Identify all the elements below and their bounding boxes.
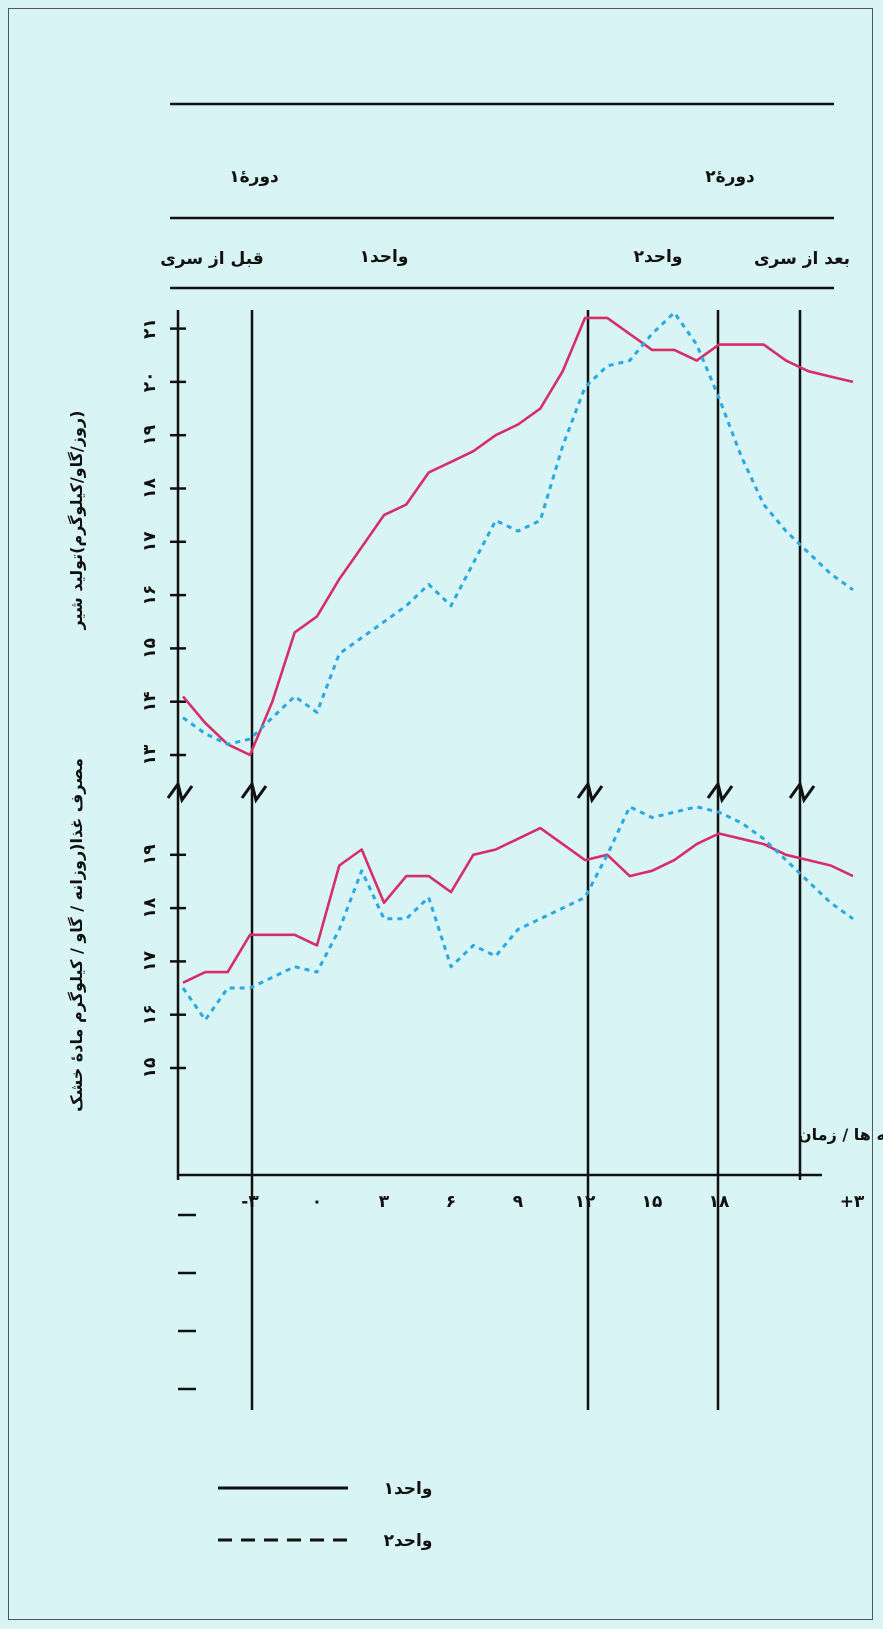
axis-break-mark-2 [240,780,268,804]
x-axis-title: هفته ها / زمان [798,1125,883,1144]
y-tick-label-0-6: ۱۹ [140,424,160,445]
x-tick-label-1: ۰ [312,1192,322,1212]
chart-marks: ۱۳ ۱۴ ۱۵ ۱۶ ۱۷ ۱۸ ۱۹ ۲۰ ۲۱ ۱۵ ۱۶ ۱۷ ۱۸ ۱۹ -۳ ۰ ۳ ۶ ۹ ۱۲ ۱۵ ۱۸ [140,310,854,1410]
axis-break-mark-1 [166,780,194,804]
axis-break-mark-3 [576,780,604,804]
before-series-label: قبل از سری [160,249,264,269]
y-tick-label-0-7: ۲۰ [140,372,160,393]
series-line-milk-unit2 [182,311,854,746]
y-tick-label-0-3: ۱۶ [140,585,160,606]
series-line-feed-unit2 [181,805,854,1022]
period-1-label: دورهٔ۱ [229,167,279,187]
y-tick-label-1-2: ۱۷ [140,950,160,971]
series-line-feed-unit1 [182,826,854,984]
axis-break-mark-5 [788,780,816,804]
x-tick-label-4: ۹ [513,1192,524,1212]
y-tick-label-0-1: ۱۴ [140,691,160,712]
y-tick-label-1-3: ۱۸ [140,897,160,918]
y-tick-label-0-2: ۱۵ [140,638,160,659]
axis-break-mark-4 [706,780,734,804]
y-tick-label-1-0: ۱۵ [140,1058,160,1079]
x-tick-label-2: ۳ [379,1192,390,1212]
x-end-label: +۳ [840,1192,865,1212]
y-tick-label-1-1: ۱۶ [140,1004,160,1025]
series-line-milk-unit1 [182,316,854,757]
y-tick-label-0-5: ۱۸ [140,478,160,499]
x-tick-label-5: ۱۲ [575,1192,596,1212]
y-tick-label-0-4: ۱۷ [140,531,160,552]
milk-axis-title: (روز/گاو/کیلوگرم)تولید شیر [67,411,86,631]
feed-axis-title: مصرف غذا(روزانه / گاو / کیلوگرم مادهٔ خش… [67,758,86,1112]
legend-label-unit2: واحد۲ [384,1531,433,1551]
unit-2-header-label: واحد۲ [634,247,683,267]
x-tick-label-0: -۳ [241,1192,259,1212]
x-tick-label-6: ۱۵ [642,1192,663,1212]
figure-frame [8,8,873,1620]
period-2-label: دورهٔ۲ [705,167,755,187]
legend-label-unit1: واحد۱ [384,1479,433,1499]
x-tick-label-3: ۶ [446,1192,456,1212]
y-tick-label-1-4: ۱۹ [140,844,160,865]
x-tick-label-7: ۱۸ [709,1192,730,1212]
y-tick-label-0-8: ۲۱ [140,318,160,339]
unit-1-header-label: واحد۱ [360,247,409,267]
after-series-label: بعد از سری [754,249,850,269]
y-tick-label-0-0: ۱۳ [140,744,160,765]
